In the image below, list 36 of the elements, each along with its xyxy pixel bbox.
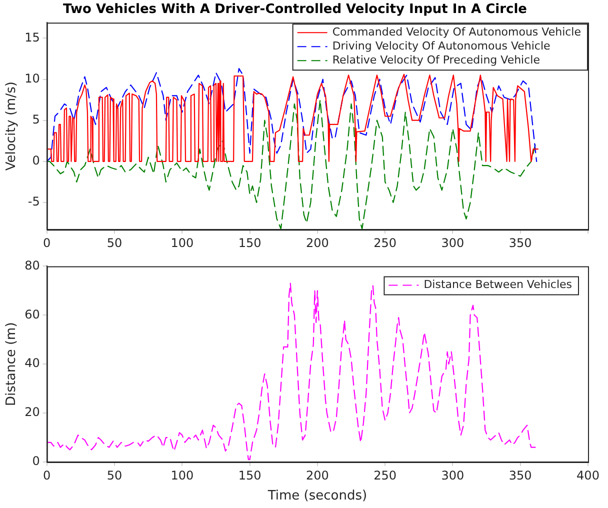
legend-label: Driving Velocity Of Autonomous Vehicle [332, 39, 551, 52]
y-tick-label: 0 [32, 154, 40, 168]
x-tick-label: 250 [374, 236, 397, 250]
x-tick-label: 100 [170, 236, 194, 250]
y-tick-label: 20 [24, 405, 40, 420]
x-axis-title: Time (seconds) [266, 488, 368, 504]
x-tick-label: 150 [238, 236, 262, 250]
x-tick-label: 400 [576, 468, 600, 482]
y-axis-title: Velocity (m/s) [4, 82, 20, 171]
legend-label: Commanded Velocity Of Autonomous Vehicle [332, 25, 582, 38]
y-tick-label: 60 [24, 307, 40, 322]
chart-title: Two Vehicles With A Driver-Controlled Velocity Input In A Circle [63, 2, 528, 18]
x-tick-label: 0 [43, 236, 51, 250]
x-tick-label: 350 [508, 236, 532, 250]
legend-label: Relative Velocity Of Preceding Vehicle [332, 53, 540, 66]
legend-label: Distance Between Vehicles [424, 278, 572, 292]
y-tick-label: -5 [28, 194, 40, 209]
x-tick-label: 100 [170, 468, 194, 482]
x-tick-label: 200 [306, 468, 329, 482]
x-tick-label: 250 [374, 468, 397, 482]
x-tick-label: 200 [306, 236, 329, 250]
y-tick-label: 40 [24, 356, 40, 370]
line-series [46, 99, 536, 230]
x-tick-label: 300 [441, 468, 464, 482]
x-tick-label: 300 [441, 236, 464, 250]
y-tick-label: 80 [24, 258, 40, 272]
x-tick-label: 350 [508, 468, 532, 482]
y-tick-label: 15 [24, 30, 40, 44]
x-tick-label: 150 [238, 468, 262, 482]
y-axis-title: Distance (m) [4, 322, 20, 406]
x-tick-label: 0 [43, 468, 51, 482]
x-tick-label: 50 [106, 468, 122, 482]
y-tick-label: 10 [24, 71, 40, 86]
x-tick-label: 50 [106, 236, 122, 250]
y-tick-label: 5 [32, 112, 40, 126]
y-tick-label: 0 [32, 454, 40, 468]
